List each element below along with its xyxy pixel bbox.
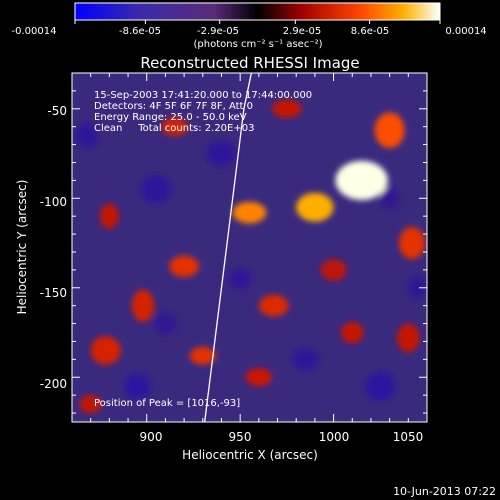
peak-position-label: Position of Peak = [1016,-93] bbox=[94, 398, 240, 409]
footer-timestamp: 10-Jun-2013 07:22 bbox=[393, 485, 496, 498]
negative-lobe bbox=[124, 373, 151, 399]
emission-source bbox=[374, 112, 405, 149]
colorbar-tick-label: 0.00014 bbox=[445, 26, 486, 37]
negative-lobe bbox=[408, 277, 427, 299]
emission-source bbox=[189, 346, 216, 365]
x-tick-label: 1000 bbox=[319, 430, 350, 444]
negative-lobe bbox=[292, 348, 319, 371]
negative-lobe bbox=[141, 175, 172, 204]
negative-lobe bbox=[380, 187, 399, 210]
colorbar-tick-label: -2.9e-05 bbox=[197, 26, 239, 37]
negative-lobe bbox=[206, 141, 237, 167]
annotation-energy-range: Energy Range: 25.0 - 50.0 keV bbox=[94, 112, 247, 123]
colorbar-tick-label: -0.00014 bbox=[12, 26, 57, 37]
colorbar-tick-label: -8.6e-05 bbox=[119, 26, 161, 37]
annotation-detectors: Detectors: 4F 5F 6F 7F 8F, Att 0 bbox=[94, 101, 253, 112]
emission-source bbox=[245, 368, 272, 387]
emission-source bbox=[271, 99, 302, 118]
emission-source bbox=[131, 289, 155, 322]
y-axis-label: Heliocentric Y (arcsec) bbox=[15, 180, 29, 315]
x-tick-label: 1050 bbox=[393, 430, 424, 444]
emission-source bbox=[161, 117, 188, 136]
y-tick-label: -150 bbox=[40, 286, 67, 300]
colorbar-tick-label: 2.9e-05 bbox=[283, 26, 321, 37]
colorbar-tick-label: 8.6e-05 bbox=[351, 26, 389, 37]
plot-frame bbox=[71, 72, 428, 423]
colorbar-ticks bbox=[74, 20, 441, 24]
x-tick-label: 900 bbox=[140, 430, 163, 444]
negative-lobe bbox=[154, 312, 177, 335]
solar-limb-line bbox=[204, 73, 253, 422]
annotation-time-range: 15-Sep-2003 17:41:20.000 to 17:44:00.000 bbox=[94, 90, 312, 101]
emission-source bbox=[335, 160, 388, 201]
emission-source bbox=[258, 294, 289, 317]
colorbar: -0.00014 -8.6e-05 -2.9e-05 2.9e-05 8.6e-… bbox=[12, 2, 487, 50]
negative-lobe bbox=[365, 371, 396, 401]
emission-source bbox=[296, 192, 334, 222]
heatmap-sources bbox=[75, 99, 427, 414]
emission-source bbox=[341, 321, 364, 344]
emission-source bbox=[397, 323, 420, 353]
y-tick-label: -200 bbox=[40, 377, 67, 391]
axes bbox=[71, 72, 428, 422]
image-panel bbox=[72, 73, 427, 422]
emission-source bbox=[169, 255, 200, 278]
chart-title: Reconstructed RHESSI Image bbox=[140, 54, 359, 72]
y-tick-label: -100 bbox=[40, 195, 67, 209]
x-axis-label: Heliocentric X (arcsec) bbox=[182, 448, 318, 462]
annotation-clean-counts: Clean Total counts: 2.20E+03 bbox=[94, 123, 254, 134]
x-tick-label: 950 bbox=[229, 430, 252, 444]
emission-source bbox=[79, 395, 102, 414]
emission-source bbox=[398, 226, 426, 260]
negative-lobe bbox=[228, 268, 252, 290]
colorbar-units: (photons cm⁻² s⁻¹ asec⁻²) bbox=[193, 39, 322, 50]
negative-lobe bbox=[75, 123, 99, 149]
emission-source bbox=[232, 201, 267, 224]
emission-source bbox=[320, 259, 347, 281]
colorbar-gradient bbox=[74, 2, 441, 21]
emission-source bbox=[100, 203, 119, 229]
emission-source bbox=[90, 336, 121, 365]
y-tick-label: -50 bbox=[47, 104, 67, 118]
